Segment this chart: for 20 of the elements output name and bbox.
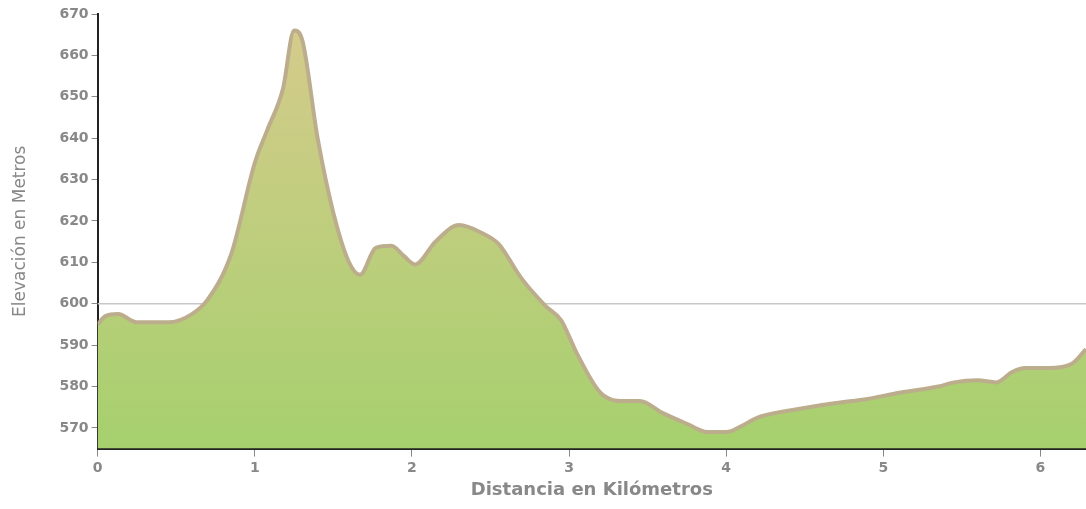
x-tick-label: 3: [564, 458, 574, 475]
x-tick-label: 6: [1035, 458, 1046, 475]
x-tick-label: 4: [721, 458, 732, 475]
x-tick-label: 5: [878, 458, 889, 475]
y-tick-label: 600: [59, 294, 89, 311]
x-tick-label: 0: [92, 458, 103, 475]
y-axis-title: Elevación en Metros: [8, 145, 29, 317]
y-tick-label: 570: [59, 418, 89, 435]
y-tick-label: 660: [59, 46, 89, 63]
y-tick-label: 670: [59, 4, 89, 21]
y-tick-label: 640: [59, 128, 89, 145]
x-tick-label: 2: [407, 458, 417, 475]
y-tick-label: 580: [59, 377, 89, 394]
x-tick-label: 1: [249, 458, 260, 475]
y-tick-label: 650: [59, 87, 89, 104]
y-tick-label: 620: [59, 211, 89, 228]
x-axis-title: Distancia en Kilómetros: [470, 477, 713, 499]
y-tick-label: 590: [59, 335, 89, 352]
y-tick-label: 630: [59, 170, 89, 187]
y-tick-label: 610: [59, 252, 89, 269]
